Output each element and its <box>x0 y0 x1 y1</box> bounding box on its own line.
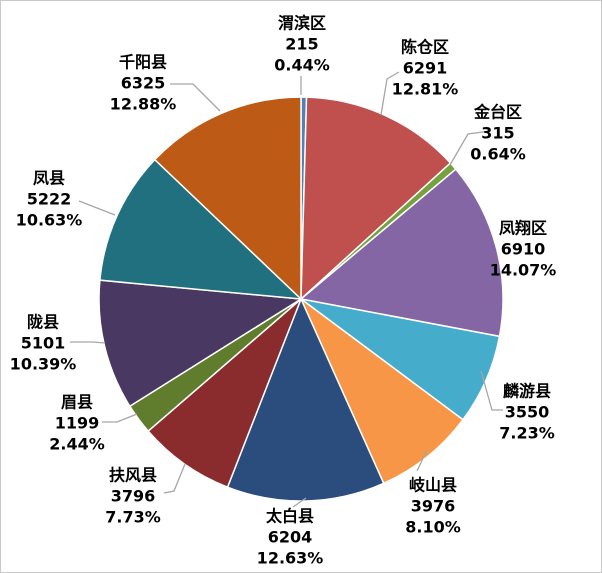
pie-slice-11[interactable] <box>154 96 302 300</box>
pie-slice-10[interactable] <box>99 158 302 300</box>
leader-line-4 <box>480 370 503 411</box>
pie-slice-5[interactable] <box>300 298 464 485</box>
pie-slice-9[interactable] <box>98 279 302 407</box>
leader-line-1 <box>380 71 400 116</box>
leader-line-7 <box>163 463 186 494</box>
leader-line-6 <box>292 497 307 508</box>
leader-line-2 <box>449 130 491 166</box>
leader-line-8 <box>102 413 138 423</box>
pie-slice-1[interactable] <box>300 96 452 300</box>
pie-slice-6[interactable] <box>226 298 385 502</box>
leader-line-9 <box>70 341 106 344</box>
pie-slice-3[interactable] <box>300 168 504 338</box>
leader-line-11 <box>170 83 221 112</box>
leader-line-10 <box>78 200 116 216</box>
leader-line-5 <box>416 449 428 472</box>
